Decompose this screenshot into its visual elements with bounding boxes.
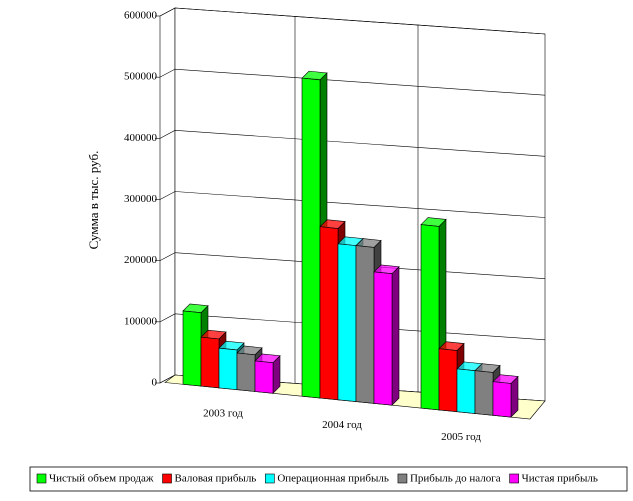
bar-front <box>420 224 440 411</box>
y-tick-label: 0 <box>152 377 158 389</box>
bar-front <box>200 336 220 389</box>
bar <box>373 264 400 406</box>
bar-front <box>319 226 339 401</box>
bar-front <box>438 348 458 413</box>
legend-swatch <box>36 473 47 484</box>
legend-label: Чистый объем продаж <box>49 473 154 485</box>
bar-side <box>391 265 400 406</box>
legend-label: Чистая прибыль <box>522 473 598 485</box>
y-tick-label: 500000 <box>124 71 158 83</box>
bar-front <box>218 347 238 391</box>
y-axis-title: Сумма в тыс. руб. <box>86 151 101 250</box>
bar-front <box>355 245 375 404</box>
legend-label: Валовая прибыль <box>175 473 257 485</box>
bar-front <box>373 271 393 406</box>
y-tick-label: 300000 <box>124 193 158 205</box>
x-tick-label: 2005 год <box>441 431 481 443</box>
grid-line <box>159 130 546 157</box>
bar-front <box>456 368 476 414</box>
legend-swatch <box>265 473 275 484</box>
grid-line <box>159 68 546 96</box>
legend-box <box>29 466 628 492</box>
legend-swatch <box>162 473 172 484</box>
x-tick-label: 2004 год <box>322 419 362 431</box>
bar-front <box>492 381 512 418</box>
y-tick-label: 600000 <box>124 10 158 22</box>
bar <box>492 374 519 418</box>
bar <box>254 353 281 395</box>
y-tick-label: 200000 <box>124 254 158 266</box>
legend-swatch <box>397 473 408 484</box>
grid-line <box>159 7 546 35</box>
x-tick-label: 2003 год <box>203 407 243 419</box>
bar-front <box>301 77 321 399</box>
grid-line <box>159 191 546 218</box>
bar-front <box>182 310 202 387</box>
y-tick-label: 100000 <box>124 315 158 327</box>
bar-front <box>254 360 274 394</box>
bar-front <box>337 243 357 402</box>
legend-swatch <box>509 473 519 484</box>
bar-front <box>236 352 256 392</box>
legend-label: Прибыль до налога <box>410 473 501 485</box>
y-tick-label: 400000 <box>124 132 158 144</box>
legend-label: Операционная прибыль <box>277 473 389 485</box>
bar-front <box>474 370 494 416</box>
